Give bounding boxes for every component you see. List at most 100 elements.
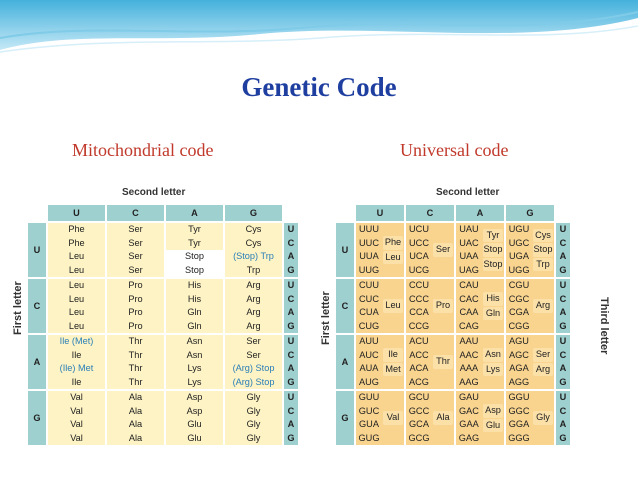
amino-acid-list: Ile Met — [382, 334, 405, 390]
mito-grid: U C A G U Phe Phe Leu Leu Ser Ser Ser Ser Tyr Tyr Stop S… — [26, 203, 300, 447]
amino-acid-label: Arg — [533, 363, 553, 377]
amino-acid-list: His Gln — [482, 278, 505, 334]
amino-acid-label: Gly — [533, 411, 553, 425]
codon: CAC — [456, 293, 482, 307]
third-letter-g: G — [284, 432, 298, 446]
codon: GGA — [506, 418, 532, 432]
codon: GCG — [406, 432, 432, 446]
third-letter-label: Third letter — [598, 297, 610, 354]
amino-acid-label: His — [166, 293, 223, 307]
amino-acid-label: Ser — [533, 348, 553, 362]
codon-cell: Tyr Tyr Stop Stop — [165, 222, 224, 278]
amino-acid-label: Cys — [225, 223, 282, 237]
codon: CCA — [406, 306, 432, 320]
codon: AUG — [356, 376, 382, 390]
amino-acid-label: Ala — [107, 405, 164, 419]
codon: UAU — [456, 223, 482, 237]
amino-acid-label: Arg — [225, 320, 282, 334]
first-letter-u: U — [335, 222, 355, 278]
codon: GCA — [406, 418, 432, 432]
amino-acid-label: Lys — [166, 376, 223, 390]
codon-list: GAU GAC GAA GAG — [455, 390, 482, 446]
codon: CUC — [356, 293, 382, 307]
amino-acid-label: Ser — [107, 223, 164, 237]
amino-acid-label: Leu — [48, 264, 105, 278]
codon-list: UAU UAC UAA UAG — [455, 222, 482, 278]
third-letter-u: U — [556, 391, 570, 405]
amino-acid-list: Arg — [532, 278, 555, 334]
amino-acid-label: Leu — [48, 320, 105, 334]
amino-acid-label: Ile — [48, 349, 105, 363]
amino-acid-list: Val — [382, 390, 405, 446]
amino-acid-label: Asn — [166, 349, 223, 363]
codon: CGG — [506, 320, 532, 334]
page-title: Genetic Code — [0, 72, 638, 103]
codon-cell: Ser Ser (Arg) Stop (Arg) Stop — [224, 334, 283, 390]
third-letter-c: C — [556, 349, 570, 363]
codon-list: AGU AGC AGA AGG — [505, 334, 532, 390]
amino-acid-label: Arg — [225, 293, 282, 307]
third-letter-g: G — [284, 264, 298, 278]
amino-acid-label: Stop — [166, 264, 223, 278]
codon: GAC — [456, 405, 482, 419]
codon-list: CGU CGC CGA CGG — [505, 278, 532, 334]
amino-acid-label: Leu — [383, 251, 403, 265]
table-corner — [283, 204, 299, 222]
amino-acid-label: Ala — [107, 432, 164, 446]
amino-acid-label: Asp — [483, 404, 503, 418]
third-letter-u: U — [284, 279, 298, 293]
amino-acid-label: Val — [383, 411, 403, 425]
amino-acid-list: Phe Leu — [382, 222, 405, 278]
amino-acid-list: Asp Glu — [482, 390, 505, 446]
third-letter-a: A — [556, 250, 570, 264]
third-letter-g: G — [556, 376, 570, 390]
codon: CAA — [456, 306, 482, 320]
amino-acid-list: Asn Lys — [482, 334, 505, 390]
codon: CUU — [356, 279, 382, 293]
amino-acid-label: Pro — [433, 299, 453, 313]
codon-list: GCU GCC GCA GCG — [405, 390, 432, 446]
amino-acid-label: Trp — [533, 258, 553, 272]
amino-acid-label: Thr — [107, 376, 164, 390]
third-letter-a: A — [284, 306, 298, 320]
third-letter-c: C — [284, 237, 298, 251]
codon: UAC — [456, 237, 482, 251]
amino-acid-list: Pro — [432, 278, 455, 334]
codon: UGC — [506, 237, 532, 251]
amino-acid-label: Gly — [225, 405, 282, 419]
first-letter-a: A — [27, 334, 47, 390]
third-letter-g: G — [556, 320, 570, 334]
second-letter-a: A — [165, 204, 224, 222]
codon: UGU — [506, 223, 532, 237]
third-letter-c: C — [284, 349, 298, 363]
first-letter-a: A — [335, 334, 355, 390]
amino-acid-label: Asn — [483, 348, 503, 362]
universal-code-label: Universal code — [400, 140, 508, 161]
amino-acid-label: Phe — [48, 223, 105, 237]
codon-list: UGU UGC UGA UGG — [505, 222, 532, 278]
second-letter-label: Second letter — [436, 187, 499, 198]
third-letter-u: U — [284, 391, 298, 405]
amino-acid-label: Cys — [225, 237, 282, 251]
codon: GUG — [356, 432, 382, 446]
codon: UUG — [356, 264, 382, 278]
second-letter-u: U — [355, 204, 405, 222]
amino-acid-label: (Arg) Stop — [225, 362, 282, 376]
amino-acid-label: Stop — [166, 250, 223, 264]
amino-acid-label: Ile — [48, 376, 105, 390]
codon: UUA — [356, 250, 382, 264]
amino-acid-label: Pro — [107, 306, 164, 320]
first-letter-u: U — [27, 222, 47, 278]
third-letter-g: G — [284, 376, 298, 390]
codon-list: GUU GUC GUA GUG — [355, 390, 382, 446]
third-letter-g: G — [556, 264, 570, 278]
codon: ACU — [406, 335, 432, 349]
codon: UCG — [406, 264, 432, 278]
amino-acid-list: Ala — [432, 390, 455, 446]
third-letter-a: A — [284, 418, 298, 432]
codon: UUC — [356, 237, 382, 251]
amino-acid-label: Stop — [533, 243, 553, 257]
second-letter-a: A — [455, 204, 505, 222]
